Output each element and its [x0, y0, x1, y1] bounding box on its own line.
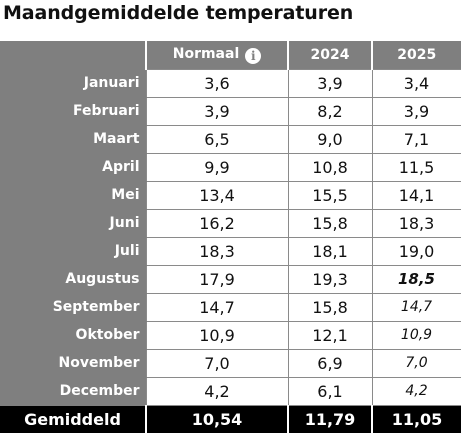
average-row: Gemiddeld 10,54 11,79 11,05 — [0, 405, 461, 433]
value-year1: 10,8 — [287, 152, 373, 182]
page-title: Maandgemiddelde temperaturen — [3, 2, 354, 24]
table-body: Januari 3,6 3,9 3,4 Februari 3,9 8,2 3,9 Maart 6,… — [0, 68, 461, 406]
month-label: Maart — [0, 125, 146, 154]
value-normal: 3,6 — [145, 68, 289, 98]
temperature-table: Normaal i 2024 2025 Januari 3,6 3,9 3,4 Febru… — [0, 41, 461, 433]
average-label: Gemiddeld — [0, 405, 147, 433]
value-normal: 14,7 — [145, 292, 289, 322]
header-row: Normaal i 2024 2025 — [0, 41, 461, 69]
value-normal: 17,9 — [145, 264, 289, 294]
table-row: Mei 13,4 15,5 14,1 — [0, 180, 461, 210]
table-row: November 7,0 6,9 7,0 — [0, 348, 461, 378]
value-year1: 3,9 — [287, 68, 373, 98]
value-normal: 4,2 — [145, 376, 289, 406]
value-year2: 11,5 — [371, 152, 461, 182]
month-label: December — [0, 377, 146, 406]
value-normal: 6,5 — [145, 124, 289, 154]
info-icon[interactable]: i — [245, 47, 262, 64]
value-year2: 10,9 — [371, 320, 461, 350]
month-label: Juli — [0, 237, 146, 266]
value-normal: 7,0 — [145, 348, 289, 378]
month-label: Augustus — [0, 265, 146, 294]
value-year2: 3,9 — [371, 96, 461, 126]
value-year1: 6,9 — [287, 348, 373, 378]
month-label: Juni — [0, 209, 146, 238]
value-year1: 9,0 — [287, 124, 373, 154]
value-year2: 19,0 — [371, 236, 461, 266]
table-row: December 4,2 6,1 4,2 — [0, 376, 461, 406]
average-year1: 11,79 — [288, 405, 373, 433]
value-year2: 3,4 — [371, 68, 461, 98]
column-header-normal: Normaal i — [146, 41, 289, 69]
value-normal: 3,9 — [145, 96, 289, 126]
value-year2: 7,0 — [371, 348, 461, 378]
value-year1: 15,8 — [287, 292, 373, 322]
table-row: Juli 18,3 18,1 19,0 — [0, 236, 461, 266]
value-normal: 18,3 — [145, 236, 289, 266]
column-header-year2: 2025 — [372, 41, 461, 69]
month-label: Januari — [0, 69, 146, 98]
table-row: Maart 6,5 9,0 7,1 — [0, 124, 461, 154]
column-header-year1: 2024 — [288, 41, 373, 69]
value-year1: 8,2 — [287, 96, 373, 126]
table-row: Oktober 10,9 12,1 10,9 — [0, 320, 461, 350]
month-label: Oktober — [0, 321, 146, 350]
value-year1: 15,8 — [287, 208, 373, 238]
value-year2: 18,3 — [371, 208, 461, 238]
header-corner — [0, 41, 147, 69]
value-year1: 15,5 — [287, 180, 373, 210]
value-year2: 14,1 — [371, 180, 461, 210]
value-year1: 19,3 — [287, 264, 373, 294]
value-year2: 18,5 — [371, 264, 461, 294]
column-header-normal-label: Normaal — [172, 45, 240, 62]
average-year2: 11,05 — [372, 405, 461, 433]
table-row: April 9,9 10,8 11,5 — [0, 152, 461, 182]
month-label: September — [0, 293, 146, 322]
average-normal: 10,54 — [146, 405, 289, 433]
table-row: Januari 3,6 3,9 3,4 — [0, 68, 461, 98]
value-normal: 13,4 — [145, 180, 289, 210]
value-year1: 6,1 — [287, 376, 373, 406]
month-label: Mei — [0, 181, 146, 210]
table-row: Februari 3,9 8,2 3,9 — [0, 96, 461, 126]
value-year1: 12,1 — [287, 320, 373, 350]
value-year1: 18,1 — [287, 236, 373, 266]
value-year2: 7,1 — [371, 124, 461, 154]
table-row: Augustus 17,9 19,3 18,5 — [0, 264, 461, 294]
value-normal: 16,2 — [145, 208, 289, 238]
table-row: September 14,7 15,8 14,7 — [0, 292, 461, 322]
value-year2: 4,2 — [371, 376, 461, 406]
month-label: November — [0, 349, 146, 378]
month-label: April — [0, 153, 146, 182]
value-normal: 10,9 — [145, 320, 289, 350]
value-normal: 9,9 — [145, 152, 289, 182]
value-year2: 14,7 — [371, 292, 461, 322]
month-label: Februari — [0, 97, 146, 126]
table-row: Juni 16,2 15,8 18,3 — [0, 208, 461, 238]
